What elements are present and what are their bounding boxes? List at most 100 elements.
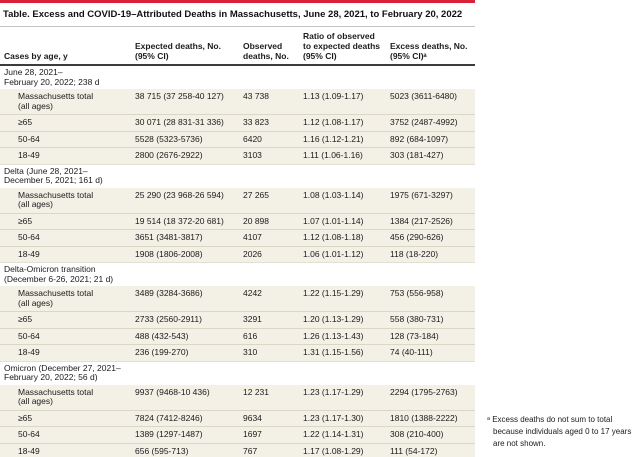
table-cell: 1.12 (1.08-1.18) <box>303 232 364 242</box>
table-cell: 5023 (3611-6480) <box>390 91 457 101</box>
table-footnote: ᵃ Excess deaths do not sum to total beca… <box>487 415 632 448</box>
table-cell: 43 738 <box>243 91 269 101</box>
table: Table. Excess and COVID-19–Attributed De… <box>0 0 475 457</box>
table-cell: 1.08 (1.03-1.14) <box>303 189 364 200</box>
table-cell: 303 (181-427) <box>390 150 444 160</box>
table-cell: 74 (40-111) <box>390 347 433 357</box>
section-header: Delta (June 28, 2021– December 5, 2021; … <box>0 163 475 188</box>
table-row: ≥65 7824 (7412-8246) 9634 1.23 (1.17-1.30) 1… <box>0 409 475 426</box>
title-divider <box>0 26 475 27</box>
table-cell: 1.13 (1.09-1.17) <box>303 91 364 101</box>
table-cell: 656 (595-713) <box>135 445 189 456</box>
table-cell: 1.23 (1.17-1.29) <box>303 386 364 397</box>
table-cell: 616 <box>243 330 258 341</box>
table-cell: 50-64 <box>18 330 40 341</box>
table-cell: ≥65 <box>18 314 33 324</box>
table-cell: 19 514 (18 372-20 681) <box>135 215 224 226</box>
table-cell: 2800 (2676-2922) <box>135 150 203 160</box>
table-cell: 1389 (1297-1487) <box>135 429 203 439</box>
table-row: 18-49 236 (199-270) 310 1.31 (1.15-1.56) 74 … <box>0 344 475 361</box>
table-row: Massachusetts total (all ages) 38 715 (37… <box>0 89 475 114</box>
table-cell: 1908 (1806-2008) <box>135 248 203 259</box>
table-cell: 33 823 <box>243 117 269 127</box>
table-cell: 3489 (3284-3686) <box>135 288 203 298</box>
table-cell: 1.22 (1.14-1.31) <box>303 429 364 439</box>
table-cell: Massachusetts total (all ages) <box>18 91 94 111</box>
section-header: June 28, 2021– February 20, 2022; 238 d <box>0 66 475 89</box>
table-cell: 753 (556-958) <box>390 288 444 298</box>
table-cell: Massachusetts total (all ages) <box>18 189 94 209</box>
table-cell: 9634 <box>243 412 262 423</box>
table-cell: 2026 <box>243 248 262 259</box>
table-cell: 18-49 <box>18 445 40 456</box>
table-cell: 308 (210-400) <box>390 429 444 439</box>
table-row: ≥65 19 514 (18 372-20 681) 20 898 1.07 (1.0… <box>0 212 475 229</box>
table-cell: 236 (199-270) <box>135 347 189 357</box>
table-cell: 38 715 (37 258-40 127) <box>135 91 224 101</box>
column-header-excess-deaths: Excess deaths, No. (95% CI)ᵃ <box>390 41 468 61</box>
table-cell: 27 265 <box>243 189 269 200</box>
table-row: 50-64 5528 (5323-5736) 6420 1.16 (1.12-1.21… <box>0 130 475 147</box>
table-cell: 1975 (671-3297) <box>390 189 453 200</box>
table-cell: ≥65 <box>18 215 33 226</box>
table-cell: 30 071 (28 831-31 336) <box>135 117 224 127</box>
column-header-observed-deaths: Observed deaths, No. <box>243 41 289 61</box>
table-cell: 20 898 <box>243 215 269 226</box>
table-cell: 1697 <box>243 429 262 439</box>
table-cell: 3103 <box>243 150 262 160</box>
table-cell: 1.20 (1.13-1.29) <box>303 314 364 324</box>
table-row: ≥65 2733 (2560-2911) 3291 1.20 (1.13-1.29) 5… <box>0 311 475 328</box>
table-cell: 767 <box>243 445 258 456</box>
table-cell: 2733 (2560-2911) <box>135 314 202 324</box>
column-header-ratio: Ratio of observed to expected deaths (95… <box>303 31 380 61</box>
table-row: 18-49 656 (595-713) 767 1.17 (1.08-1.29) 111… <box>0 442 475 457</box>
table-cell: 18-49 <box>18 150 40 160</box>
table-row: Massachusetts total (all ages) 25 290 (23… <box>0 187 475 213</box>
column-header-expected-deaths: Expected deaths, No. (95% CI) <box>135 41 221 61</box>
table-cell: 1.06 (1.01-1.12) <box>303 248 364 259</box>
table-cell: 4107 <box>243 232 262 242</box>
table-cell: 892 (684-1097) <box>390 133 449 144</box>
table-cell: 1.26 (1.13-1.43) <box>303 330 364 341</box>
accent-bar <box>0 0 475 3</box>
table-cell: 1.07 (1.01-1.14) <box>303 215 364 226</box>
table-row: 50-64 1389 (1297-1487) 1697 1.22 (1.14-1.31… <box>0 426 475 443</box>
table-row: 18-49 2800 (2676-2922) 3103 1.11 (1.06-1.16… <box>0 147 475 164</box>
table-row: 50-64 3651 (3481-3817) 4107 1.12 (1.08-1.18… <box>0 229 475 246</box>
table-cell: 50-64 <box>18 133 40 144</box>
table-cell: 1.23 (1.17-1.30) <box>303 412 364 423</box>
table-cell: 1.31 (1.15-1.56) <box>303 347 364 357</box>
table-cell: 310 <box>243 347 258 357</box>
section-header: Omicron (December 27, 2021– February 20,… <box>0 360 475 385</box>
table-cell: 488 (432-543) <box>135 330 189 341</box>
table-cell: 1.22 (1.15-1.29) <box>303 288 364 298</box>
table-cell: 456 (290-626) <box>390 232 444 242</box>
table-cell: 3291 <box>243 314 262 324</box>
column-header-cases-by-age: Cases by age, y <box>4 51 68 61</box>
table-cell: 558 (380-731) <box>390 314 444 324</box>
table-cell: 3651 (3481-3817) <box>135 232 203 242</box>
table-cell: 25 290 (23 968-26 594) <box>135 189 224 200</box>
table-cell: 5528 (5323-5736) <box>135 133 203 144</box>
table-cell: ≥65 <box>18 117 33 127</box>
table-cell: Massachusetts total (all ages) <box>18 386 94 406</box>
section-header: Delta-Omicron transition (December 6-26,… <box>0 262 475 286</box>
table-cell: 7824 (7412-8246) <box>135 412 203 423</box>
table-cell: 2294 (1795-2763) <box>390 386 458 397</box>
table-cell: 9937 (9468-10 436) <box>135 386 210 397</box>
table-cell: 1.16 (1.12-1.21) <box>303 133 364 144</box>
table-cell: 1384 (217-2526) <box>390 215 453 226</box>
table-cell: Massachusetts total (all ages) <box>18 288 94 308</box>
table-cell: 18-49 <box>18 347 40 357</box>
table-cell: 12 231 <box>243 386 269 397</box>
table-header-row: Cases by age, y Expected deaths, No. (95… <box>0 27 475 66</box>
table-cell: 1.17 (1.08-1.29) <box>303 445 364 456</box>
table-cell: 118 (18-220) <box>390 248 439 259</box>
table-cell: 111 (54-172) <box>390 445 438 456</box>
table-row: ≥65 30 071 (28 831-31 336) 33 823 1.12 (1.0… <box>0 114 475 131</box>
table-cell: 50-64 <box>18 232 40 242</box>
table-cell: 3752 (2487-4992) <box>390 117 458 127</box>
table-row: Massachusetts total (all ages) 3489 (3284… <box>0 286 475 311</box>
